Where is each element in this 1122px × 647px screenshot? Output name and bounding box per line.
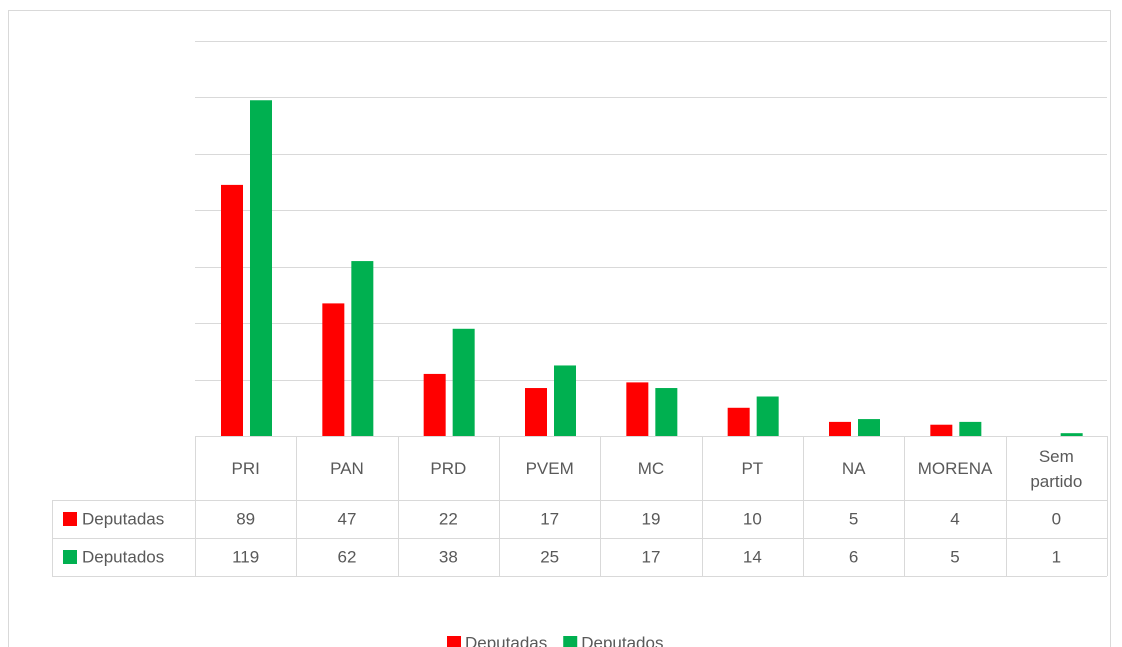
legend-key [63,512,77,526]
table-value: 17 [642,547,661,566]
table-value: 4 [950,509,959,528]
category-label: Sem partido [1030,446,1083,491]
bar [452,328,475,436]
legend-label: Deputadas [465,633,547,647]
table-value: 62 [338,547,357,566]
table-value: 38 [439,547,458,566]
table-value: 0 [1052,509,1061,528]
bar [626,382,649,436]
bar [930,424,953,436]
bar [250,100,272,436]
category-label: PT [741,459,764,478]
category-label: MORENA [917,459,993,478]
bar [829,421,851,436]
category-label: PRI [231,459,260,478]
legend-key [63,550,77,564]
table-value: 47 [338,509,357,528]
table-value: 6 [849,547,858,566]
bar [727,407,750,436]
bar [959,421,982,436]
category-label: NA [841,459,866,478]
chart-border [8,10,1111,647]
table-series-label: Deputados [82,547,164,566]
bar [655,388,678,436]
table-value: 25 [540,547,559,566]
table-value: 22 [439,509,458,528]
table-value: 5 [849,509,858,528]
table-value: 1 [1052,547,1061,566]
legend-key [563,636,578,647]
category-label: MC [637,459,665,478]
table-value: 17 [540,509,559,528]
table-value: 89 [236,509,255,528]
bar [554,365,576,436]
category-label: PVEM [525,459,574,478]
table-value: 5 [950,547,959,566]
table-value: 119 [232,547,259,566]
category-label: PAN [330,459,364,478]
bar [858,419,880,436]
legend-key [447,636,461,647]
bar [351,261,374,436]
table-value: 10 [743,509,762,528]
bar [221,184,243,436]
bar [756,396,779,436]
bar [322,303,345,436]
table-series-label: Deputadas [82,509,164,528]
bar [525,388,547,436]
table-value: 19 [642,509,661,528]
category-label: PRD [430,459,467,478]
bar [423,373,446,436]
bar [1060,433,1083,436]
legend-label: Deputados [581,633,663,647]
table-value: 14 [743,547,762,566]
